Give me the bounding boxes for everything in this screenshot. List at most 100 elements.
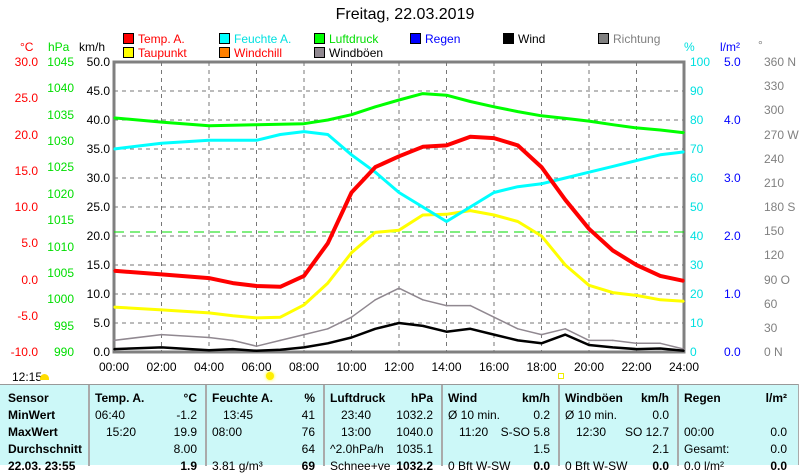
cell-value: 2.1 [652,442,669,456]
temp-tick-label: -10.0 [10,345,38,359]
legend-swatch [410,33,421,44]
data-point [493,191,495,194]
data-point [113,306,115,308]
data-point [279,133,282,136]
hpa-tick-label: 1030 [47,134,74,149]
column-header: Wind [448,391,478,405]
data-point [303,304,305,306]
data-point [516,339,519,342]
data-point [231,139,234,142]
data-point [635,127,638,129]
data-point [303,130,305,133]
table-divider [88,385,90,466]
temp-tick-label: -5.0 [17,308,38,323]
temp-tick-label: 20.0 [14,127,38,142]
data-point [683,151,685,153]
x-tick-label: 10:00 [336,360,367,374]
pct-tick-label: 0 [690,345,697,359]
cloud-sun-icon [40,374,49,380]
x-tick-label: 24:00 [668,360,700,374]
data-point [564,177,567,179]
data-point [160,333,163,336]
cell-value: 0.0 [770,442,787,456]
pct-tick-label: 70 [690,142,704,156]
hpa-tick-label: 1000 [47,292,74,307]
data-point [231,339,234,342]
data-point [350,113,353,116]
data-point [469,100,472,103]
column-header: Feuchte A. [212,391,273,405]
data-point [564,264,567,266]
legend-item: Luftdruck [314,32,378,46]
pct-tick-label: 60 [690,171,704,185]
data-point [445,304,448,307]
row-label: Durchschnitt [8,442,83,456]
legend-label: Windchill [234,46,283,60]
legend-label: Luftdruck [329,32,379,46]
column-unit: km/h [521,391,550,405]
data-point [208,349,210,352]
data-point [588,344,590,346]
table-divider [441,385,443,466]
data-point [255,317,258,319]
data-point [374,166,377,168]
data-point [469,328,472,330]
hpa-tick-label: 995 [53,318,74,333]
cell-label: 08:00 [212,425,243,439]
data-point [540,342,543,345]
data-point [635,294,638,297]
legend-item: Temp. A. [123,32,185,46]
data-point [683,300,685,303]
data-point [493,137,495,139]
dir-tick-label: 60 [764,296,778,311]
data-point [231,348,234,350]
data-point [564,117,567,120]
kmh-tick-label: 0.0 [93,345,110,359]
data-point [635,264,638,266]
data-point [611,123,614,126]
data-point [160,121,163,123]
data-point [659,347,662,350]
cell-label: Ø 10 min. [448,408,501,422]
data-point [493,333,495,336]
cell-label: 06:40 [95,408,126,422]
data-point [398,322,400,324]
data-point [611,249,614,252]
data-point [398,99,400,101]
column-header: Temp. A. [95,391,145,405]
legend-label: Richtung [613,32,661,46]
data-point [469,304,472,307]
chart-title: Freitag, 22.03.2019 [335,6,475,23]
cell-value: 76 [301,425,315,439]
data-point [588,284,590,287]
data-point [350,251,353,254]
rain-tick-label: 4.0 [724,113,741,127]
data-point [493,316,495,319]
cell-value: 0.0 [770,459,787,473]
column-header: Regen [684,391,721,405]
temp-tick-label: 25.0 [14,91,38,106]
cell-value: SO 12.7 [624,425,669,439]
table-divider [558,385,560,466]
scrollbar[interactable] [798,384,810,465]
data-point [540,114,543,117]
data-point [255,285,258,287]
data-point [374,328,377,330]
cell-value: 0.0 [533,459,550,473]
data-point [683,280,685,282]
cell-value: 0.2 [533,408,550,422]
rain-tick-label: 1.0 [724,287,741,301]
legend-item: Regen [410,32,460,46]
temp-tick-label: 15.0 [14,163,38,178]
data-point [421,206,424,208]
axis-unit: % [684,40,695,54]
data-point [564,333,567,336]
axis-unit: °C [20,40,34,54]
legend-label: Feuchte A. [234,32,292,46]
kmh-tick-label: 45.0 [86,84,110,98]
data-point [160,309,163,311]
pct-tick-label: 90 [690,84,704,98]
data-point [326,242,329,245]
dir-tick-label: 360 N [764,55,797,69]
data-point [350,154,353,156]
